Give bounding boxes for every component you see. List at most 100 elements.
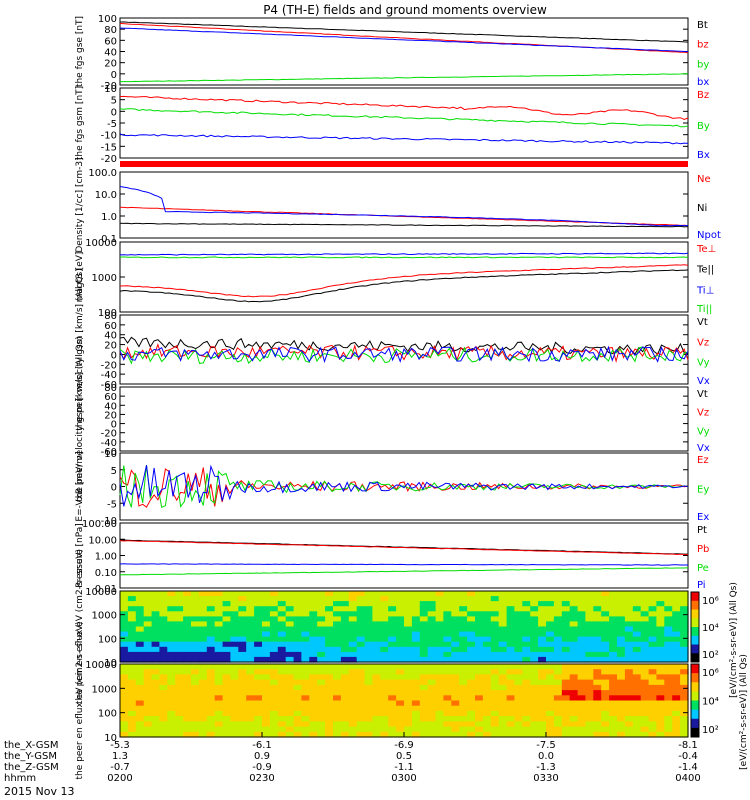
spec-cell bbox=[538, 674, 547, 681]
spec-cell bbox=[309, 690, 318, 696]
spec-cell bbox=[569, 684, 579, 691]
spec-cell bbox=[482, 651, 492, 658]
spec-cell bbox=[333, 626, 342, 633]
spec-cell bbox=[167, 721, 176, 728]
spec-cell bbox=[380, 626, 389, 633]
spec-cell bbox=[482, 674, 492, 681]
panel-frame bbox=[119, 87, 689, 159]
spec-cell bbox=[317, 606, 326, 612]
spec-cell bbox=[451, 710, 460, 717]
spec-cell bbox=[340, 690, 350, 696]
spec-cell bbox=[175, 641, 184, 648]
spec-cell bbox=[585, 700, 594, 707]
spec-cell bbox=[388, 591, 397, 597]
spec-cell bbox=[553, 731, 563, 738]
spec-cell bbox=[246, 669, 255, 675]
spec-cell bbox=[435, 616, 445, 623]
spec-cell bbox=[680, 695, 689, 702]
spec-cell bbox=[277, 596, 287, 602]
spec-cell bbox=[522, 684, 531, 691]
spec-cell bbox=[348, 705, 358, 712]
spec-cell bbox=[356, 705, 366, 712]
spec-cell bbox=[482, 726, 492, 733]
ytick-label: 40 bbox=[104, 331, 117, 342]
spec-cell bbox=[664, 611, 673, 617]
spec-cell bbox=[372, 721, 381, 728]
spec-cell bbox=[230, 641, 239, 648]
spec-cell bbox=[404, 641, 413, 648]
spec-cell bbox=[285, 606, 295, 612]
spec-cell bbox=[427, 674, 437, 681]
spec-cell bbox=[301, 631, 310, 638]
axis-row-label: hhmm bbox=[4, 773, 36, 784]
spec-cell bbox=[656, 656, 665, 663]
spec-cell bbox=[309, 716, 318, 722]
spec-cell bbox=[269, 606, 279, 612]
spec-cell bbox=[609, 596, 618, 602]
spec-cell bbox=[167, 684, 176, 691]
spec-cell bbox=[348, 606, 358, 612]
spec-cell bbox=[538, 731, 547, 738]
spec-cell bbox=[175, 656, 184, 663]
spec-cell bbox=[624, 621, 634, 628]
ytick-label: 0.1 bbox=[101, 234, 117, 245]
spec-cell bbox=[325, 726, 334, 733]
spec-cell bbox=[451, 606, 460, 612]
spec-cell bbox=[467, 705, 476, 712]
spec-cell bbox=[317, 690, 326, 696]
spec-cell bbox=[427, 591, 437, 597]
spec-cell bbox=[151, 710, 161, 717]
spec-cell bbox=[475, 651, 484, 658]
spec-cell bbox=[317, 731, 326, 738]
spec-cell bbox=[561, 656, 571, 663]
spec-cell bbox=[404, 690, 413, 696]
spec-cell bbox=[222, 601, 232, 607]
spec-cell bbox=[183, 621, 192, 628]
spec-cell bbox=[609, 684, 618, 691]
spec-cell bbox=[396, 631, 405, 638]
spec-cell bbox=[680, 700, 689, 707]
spec-cell bbox=[467, 641, 476, 648]
spec-cell bbox=[404, 591, 413, 597]
spec-cell bbox=[601, 591, 610, 597]
spec-cell bbox=[435, 626, 445, 633]
spec-cell bbox=[293, 631, 303, 638]
spec-cell bbox=[435, 664, 445, 670]
spec-cell bbox=[522, 690, 531, 696]
ytick-label: -15 bbox=[101, 142, 117, 153]
spec-cell bbox=[246, 616, 255, 623]
spec-cell bbox=[214, 616, 224, 623]
spec-cell bbox=[427, 626, 437, 633]
spec-cell bbox=[498, 631, 508, 638]
spec-cell bbox=[617, 601, 626, 607]
spec-cell bbox=[680, 674, 689, 681]
spec-cell bbox=[411, 669, 421, 675]
spec-cell bbox=[198, 705, 208, 712]
series-fgs_gse-bx bbox=[119, 27, 689, 53]
ytick-label: 100.00 bbox=[82, 519, 117, 530]
spec-cell bbox=[459, 726, 468, 733]
spec-cell bbox=[222, 679, 232, 686]
spec-cell bbox=[538, 601, 547, 607]
spec-cell bbox=[632, 611, 642, 617]
spec-cell bbox=[490, 700, 500, 707]
spec-cell bbox=[143, 716, 153, 722]
spec-cell bbox=[443, 616, 452, 623]
spec-cell bbox=[609, 710, 618, 717]
colorbar-label: 10² bbox=[702, 650, 719, 661]
spec-cell bbox=[522, 679, 531, 686]
spec-cell bbox=[593, 726, 602, 733]
spec-cell bbox=[159, 626, 168, 633]
spec-cell bbox=[206, 616, 216, 623]
spec-cell bbox=[269, 626, 279, 633]
spec-cell bbox=[435, 731, 445, 738]
spec-cell bbox=[475, 710, 484, 717]
spec-cell bbox=[443, 731, 452, 738]
spec-cell bbox=[238, 601, 247, 607]
spec-cell bbox=[159, 700, 168, 707]
spec-cell bbox=[593, 695, 602, 702]
spec-cell bbox=[333, 641, 342, 648]
spec-cell bbox=[167, 674, 176, 681]
spec-cell bbox=[632, 651, 642, 658]
spec-cell bbox=[262, 631, 271, 638]
